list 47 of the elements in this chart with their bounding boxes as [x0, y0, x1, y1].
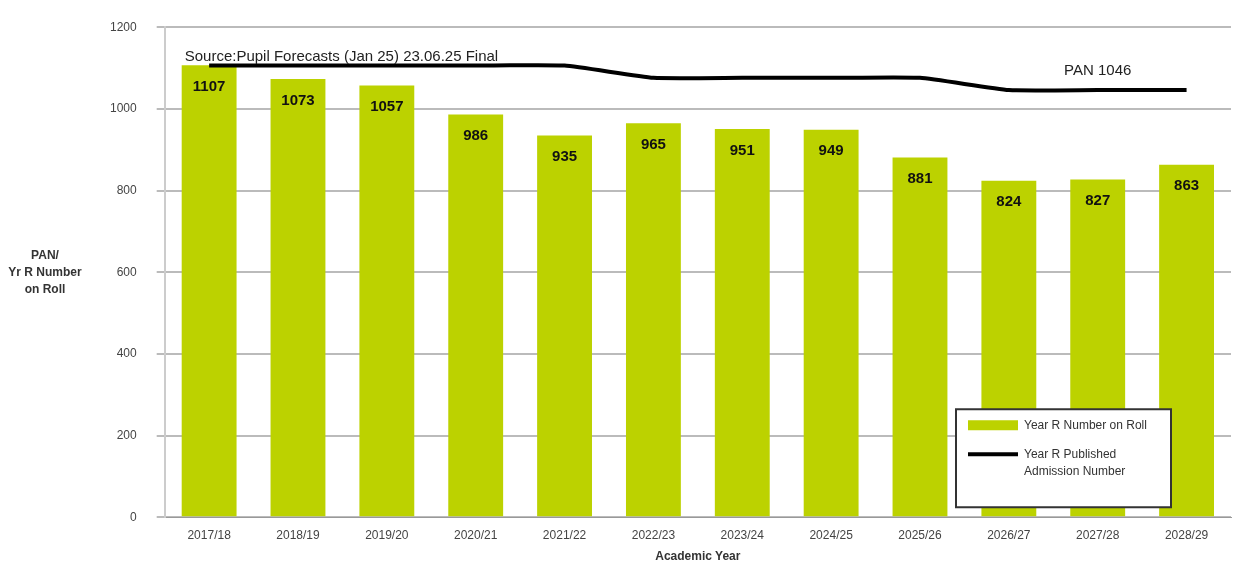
data-label: 863 — [1174, 176, 1200, 194]
data-label: 827 — [1085, 191, 1111, 209]
data-label: 881 — [907, 169, 933, 187]
x-tick-label: 2026/27 — [987, 527, 1031, 542]
x-tick-label: 2024/25 — [809, 527, 854, 542]
x-tick-label: 2020/21 — [454, 527, 498, 542]
bar — [537, 135, 592, 517]
bar — [359, 85, 415, 517]
bar — [803, 129, 859, 517]
x-tick-label: 2023/24 — [720, 527, 765, 542]
x-tick-label: 2027/28 — [1076, 527, 1120, 542]
x-tick-label: 2022/23 — [631, 527, 676, 542]
bar — [448, 114, 504, 517]
data-label: 935 — [552, 147, 578, 165]
data-label: 1057 — [370, 97, 404, 115]
data-label: 951 — [729, 140, 755, 158]
bar — [714, 128, 770, 517]
x-tick-label: 2017/18 — [187, 527, 232, 542]
y-tick-label: 0 — [130, 509, 138, 524]
annotation: PAN 1046 — [1064, 60, 1132, 78]
bar — [181, 65, 237, 517]
legend-label: Year R Number on Roll — [1024, 417, 1147, 432]
data-label: 824 — [996, 192, 1023, 210]
data-label: 949 — [818, 141, 844, 159]
x-tick-label: 2018/19 — [276, 527, 320, 542]
bar — [625, 123, 681, 517]
y-tick-label: 400 — [116, 346, 138, 361]
bar — [270, 79, 326, 517]
y-tick-label: 1000 — [109, 101, 138, 116]
x-tick-label: 2019/20 — [365, 527, 409, 542]
data-label: 965 — [640, 134, 666, 152]
annotation: Source:Pupil Forecasts (Jan 25) 23.06.25 Final — [184, 46, 499, 64]
data-label: 986 — [463, 126, 489, 144]
y-axis-title: PAN/ Yr R Number on Roll — [8, 247, 82, 296]
bar — [892, 157, 948, 517]
y-tick-label: 200 — [116, 427, 138, 442]
legend-label: Year R Published Admission Number — [1024, 446, 1126, 478]
x-axis-title: Academic Year — [655, 549, 741, 564]
x-tick-label: 2025/26 — [898, 527, 942, 542]
data-label: 1107 — [192, 76, 226, 94]
y-tick-label: 1200 — [109, 19, 138, 34]
data-label: 1073 — [281, 90, 315, 108]
x-tick-label: 2028/29 — [1164, 527, 1209, 542]
x-tick-label: 2021/22 — [542, 527, 587, 542]
bar — [1159, 164, 1215, 517]
y-tick-label: 800 — [116, 182, 138, 197]
y-tick-label: 600 — [116, 264, 138, 279]
